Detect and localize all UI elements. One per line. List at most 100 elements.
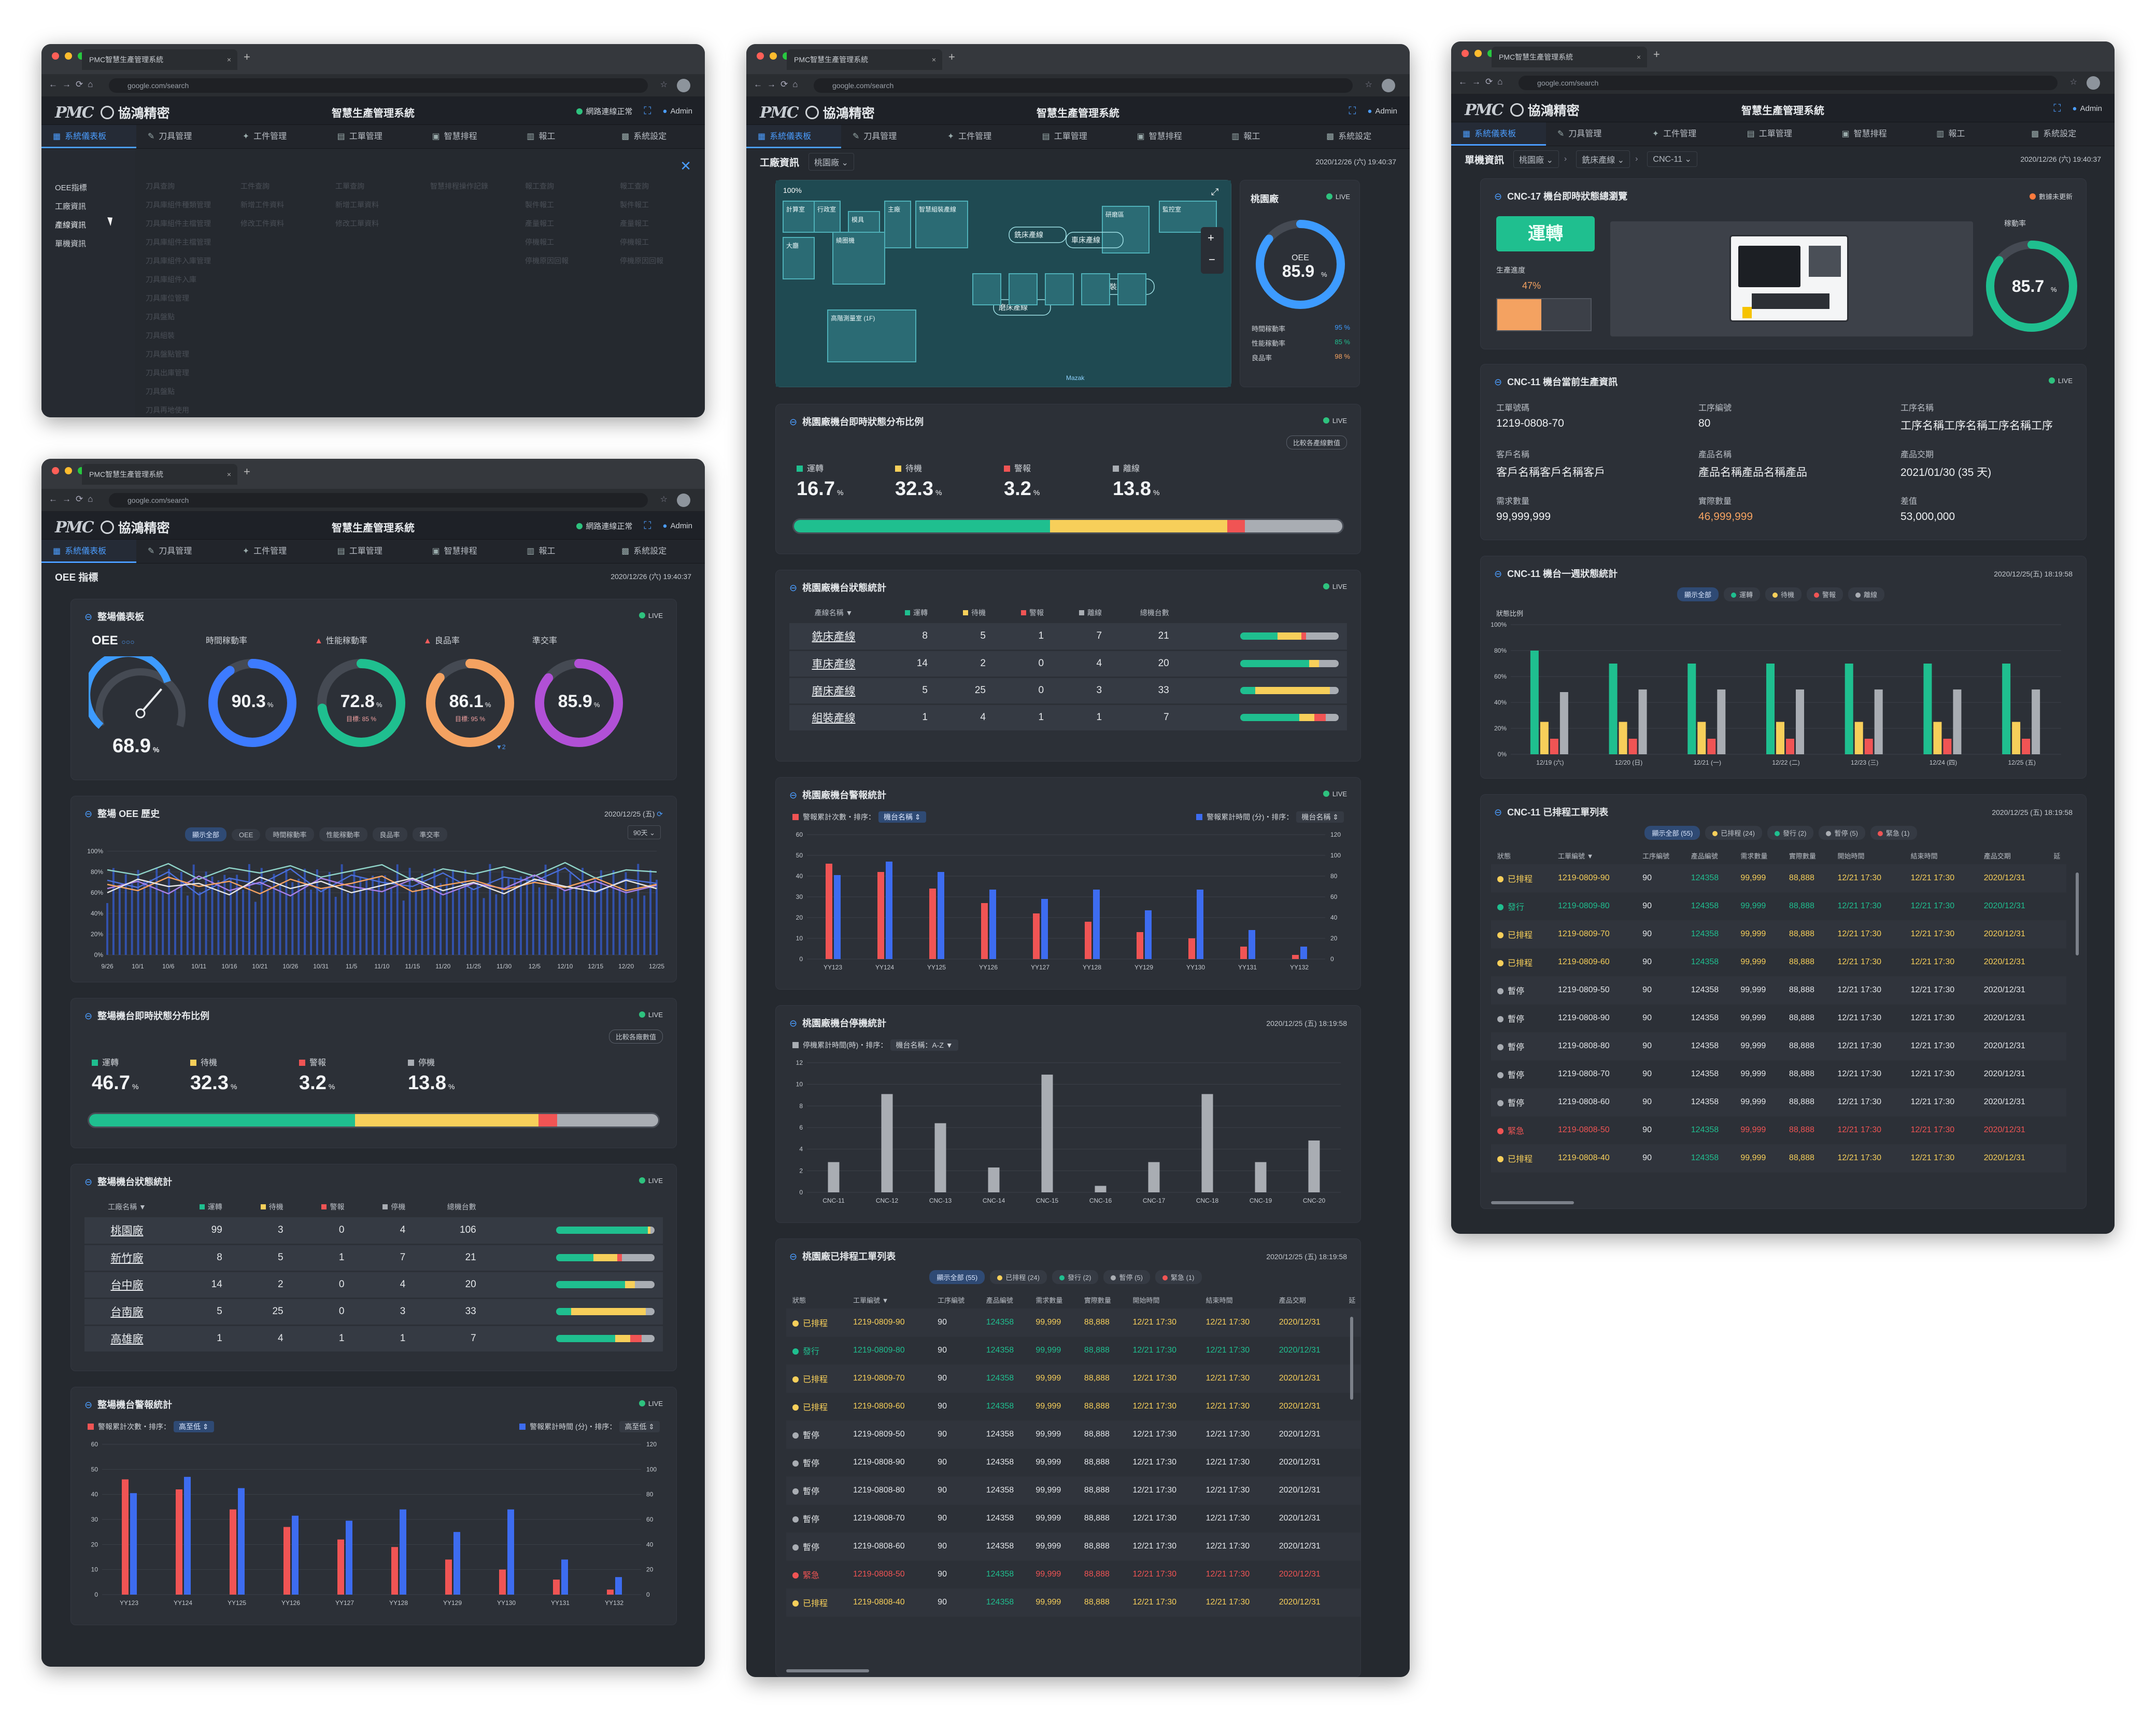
menu-report[interactable]: ▥ 報工 [515, 540, 610, 563]
url-field[interactable]: google.com/search [109, 78, 648, 93]
menu-orders[interactable]: ▤ 工單管理 [326, 540, 421, 563]
profile-avatar[interactable] [677, 79, 690, 92]
table-row[interactable]: 已排程 1219-0809-90 90 124358 99,999 88,888 12/21… [786, 1308, 1360, 1337]
table-row[interactable]: 已排程 1219-0809-60 90 124358 99,999 88,888 12/21… [1491, 948, 2066, 977]
filter-pill[interactable]: 待機 [1765, 587, 1802, 601]
range-select[interactable]: 90天 ⌄ [628, 825, 661, 839]
table-row[interactable]: 暫停 1219-0808-80 90 124358 99,999 88,888 12/21 … [786, 1476, 1360, 1505]
table-row[interactable]: 車床產線 14 2 0 4 20 [789, 650, 1347, 678]
user-menu[interactable]: Admin [662, 107, 692, 116]
new-tab-icon[interactable]: + [244, 465, 250, 478]
row-name[interactable]: 車床產線 [789, 650, 878, 678]
submenu-item[interactable]: 修改工件資料 [240, 219, 284, 228]
menu-workpiece[interactable]: ✦ 工件管理 [1641, 122, 1736, 146]
browser-tab[interactable]: PMC智慧生產管理系統 × [82, 49, 237, 70]
browser-tab[interactable]: PMC智慧生產管理系統 × [82, 464, 237, 485]
submenu-item[interactable]: 報工查詢 [620, 182, 649, 190]
submenu-item[interactable]: 新增工件資料 [240, 201, 284, 209]
submenu-item[interactable]: 新增工單資料 [335, 201, 379, 209]
table-row[interactable]: 暫停 1219-0808-60 90 124358 99,999 88,888 12/21 … [786, 1532, 1360, 1561]
tab-close-icon[interactable]: × [931, 55, 936, 64]
column-header[interactable]: 產線名稱 ▼ [789, 602, 878, 623]
submenu-oee[interactable]: OEE指標 [55, 184, 87, 192]
machine-select[interactable]: CNC-11 ⌄ [1647, 151, 1697, 167]
column-header[interactable]: 工單編號 ▼ [853, 1296, 889, 1304]
star-icon[interactable]: ☆ [660, 495, 668, 504]
url-field[interactable]: google.com/search [1519, 76, 2058, 90]
table-row[interactable]: 發行 1219-0809-80 90 124358 99,999 88,888 12/21 … [1491, 892, 2066, 921]
nav-buttons-icon[interactable]: ←→⟳⌂ [1458, 77, 1508, 87]
menu-settings[interactable]: ▩ 系統設定 [610, 125, 705, 148]
filter-pill[interactable]: 緊急 (1) [1155, 1270, 1202, 1284]
plant-select[interactable]: 桃園廠 ⌄ [1513, 150, 1559, 168]
table-scrollbar[interactable] [1350, 1317, 1353, 1400]
sort-select[interactable]: 機台名稱：A-Z ▼ [890, 1039, 958, 1051]
menu-dashboard[interactable]: ▦ 系統儀表板 [1451, 122, 1546, 146]
url-field[interactable]: google.com/search [814, 78, 1353, 93]
menu-settings[interactable]: ▩ 系統設定 [2020, 122, 2115, 146]
nav-buttons-icon[interactable]: ←→⟳⌂ [754, 79, 803, 89]
row-name[interactable]: 台中廠 [84, 1271, 169, 1299]
legend-pill[interactable]: OEE [232, 829, 261, 841]
filter-pill[interactable]: 發行 (2) [1767, 826, 1814, 840]
submenu-item[interactable]: 刀具查詢 [146, 182, 175, 190]
menu-schedule[interactable]: ▣ 智慧排程 [420, 125, 515, 148]
table-row[interactable]: 暫停 1219-0808-80 90 124358 99,999 88,888 12/21 … [1491, 1032, 2066, 1061]
browser-tab[interactable]: PMC智慧生產管理系統 × [787, 49, 942, 70]
menu-tools[interactable]: ✎ 刀具管理 [136, 540, 231, 563]
sort-select[interactable]: 高至低 ⇕ [619, 1421, 660, 1432]
tab-close-icon[interactable]: × [1636, 53, 1641, 61]
star-icon[interactable]: ☆ [660, 80, 668, 89]
sort-select[interactable]: 機台名稱 ⇕ [1296, 811, 1344, 823]
star-icon[interactable]: ☆ [2069, 78, 2077, 87]
profile-avatar[interactable] [2087, 76, 2100, 90]
fullscreen-icon[interactable]: ⛶ [1349, 105, 1356, 117]
filter-pill[interactable]: 緊急 (1) [1870, 826, 1917, 840]
filter-pill[interactable]: 顯示全部 (55) [929, 1270, 985, 1284]
submenu-item[interactable]: 修改工單資料 [335, 219, 379, 228]
menu-orders[interactable]: ▤ 工單管理 [1031, 125, 1126, 148]
filter-pill[interactable]: 顯示全部 (55) [1644, 826, 1700, 840]
menu-dashboard[interactable]: ▦ 系統儀表板 [41, 125, 136, 148]
menu-report[interactable]: ▥ 報工 [1925, 122, 2020, 146]
fullscreen-icon[interactable]: ⛶ [644, 105, 651, 117]
row-name[interactable]: 台南廠 [84, 1298, 169, 1326]
menu-workpiece[interactable]: ✦ 工件管理 [936, 125, 1031, 148]
nav-buttons-icon[interactable]: ←→⟳⌂ [49, 494, 98, 504]
compare-button[interactable]: 比較各產線數值 [1286, 435, 1347, 449]
star-icon[interactable]: ☆ [1365, 80, 1372, 89]
legend-pill[interactable]: 顯示全部 [185, 827, 227, 841]
profile-avatar[interactable] [1382, 79, 1395, 92]
submenu-item[interactable]: 刀具庫組件種類管理 [146, 201, 211, 209]
table-row[interactable]: 新竹廠 8 5 1 7 21 [84, 1244, 663, 1272]
table-row[interactable]: 磨床產線 5 25 0 3 33 [789, 677, 1347, 705]
filter-pill[interactable]: 發行 (2) [1052, 1270, 1099, 1284]
table-row[interactable]: 已排程 1219-0808-40 90 124358 99,999 88,888 12/21… [1491, 1144, 2066, 1173]
table-row[interactable]: 組裝產線 1 4 1 1 7 [789, 704, 1347, 732]
filter-pill[interactable]: 顯示全部 [1677, 587, 1719, 601]
table-row[interactable]: 已排程 1219-0808-40 90 124358 99,999 88,888 12/21… [786, 1588, 1360, 1617]
profile-avatar[interactable] [677, 494, 690, 507]
row-name[interactable]: 新竹廠 [84, 1244, 169, 1272]
submenu-item[interactable]: 刀具庫位管理 [146, 294, 189, 302]
table-row[interactable]: 暫停 1219-0809-50 90 124358 99,999 88,888 12/21 … [1491, 976, 2066, 1005]
menu-report[interactable]: ▥ 報工 [1220, 125, 1315, 148]
table-row[interactable]: 暫停 1219-0808-70 90 124358 99,999 88,888 12/21 … [786, 1504, 1360, 1533]
new-tab-icon[interactable]: + [948, 50, 955, 63]
menu-orders[interactable]: ▤ 工單管理 [326, 125, 421, 148]
browser-tab[interactable]: PMC智慧生產管理系統 × [1492, 47, 1647, 67]
menu-schedule[interactable]: ▣ 智慧排程 [1830, 122, 1925, 146]
menu-orders[interactable]: ▤ 工單管理 [1736, 122, 1831, 146]
filter-pill[interactable]: 運轉 [1723, 587, 1760, 601]
legend-pill[interactable]: 性能稼動率 [319, 827, 367, 841]
fullscreen-icon[interactable]: ⛶ [2053, 103, 2061, 114]
table-row[interactable]: 暫停 1219-0808-90 90 124358 99,999 88,888 12/21 … [1491, 1004, 2066, 1033]
menu-schedule[interactable]: ▣ 智慧排程 [1125, 125, 1220, 148]
submenu-item[interactable]: 刀具盤點 [146, 387, 175, 396]
submenu-item[interactable]: 刀具盤點管理 [146, 350, 189, 358]
row-name[interactable]: 磨床產線 [789, 677, 878, 705]
table-row[interactable]: 台南廠 5 25 0 3 33 [84, 1298, 663, 1326]
filter-pill[interactable]: 已排程 (24) [990, 1270, 1047, 1284]
compare-button[interactable]: 比較各廠數值 [608, 1030, 663, 1044]
